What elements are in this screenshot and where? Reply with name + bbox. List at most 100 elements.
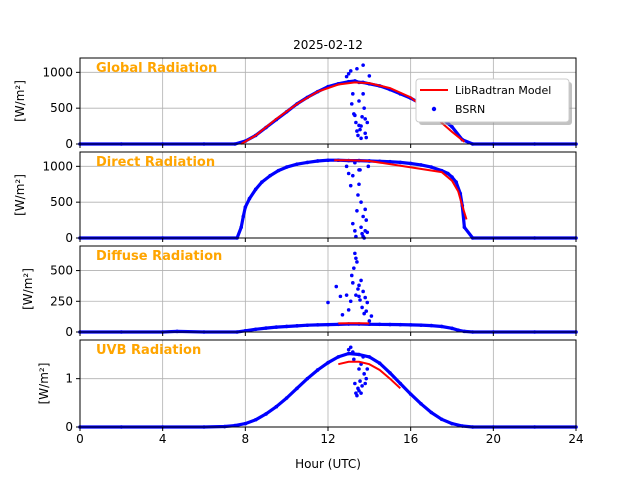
- x-tick-label: 4: [159, 432, 167, 446]
- bsrn-point: [364, 135, 369, 140]
- bsrn-point: [363, 229, 368, 233]
- panel-title: Direct Radiation: [96, 155, 215, 170]
- bsrn-point: [295, 324, 299, 328]
- bsrn-point: [351, 281, 355, 285]
- y-axis-label: [W/m²]: [21, 268, 35, 310]
- bsrn-point: [359, 136, 363, 141]
- bsrn-point: [388, 159, 392, 164]
- bsrn-point: [346, 308, 351, 312]
- bsrn-point: [315, 323, 320, 327]
- bsrn-point: [355, 208, 359, 213]
- bsrn-point: [377, 361, 382, 366]
- bsrn-series: [78, 345, 578, 429]
- bsrn-point: [239, 225, 243, 230]
- bsrn-point: [355, 393, 359, 398]
- bsrn-point: [429, 410, 434, 415]
- bsrn-point: [284, 396, 289, 400]
- bsrn-point: [358, 379, 362, 383]
- bsrn-point: [357, 99, 361, 103]
- bsrn-point: [253, 187, 258, 192]
- bsrn-point: [338, 294, 343, 299]
- bsrn-point: [357, 388, 361, 393]
- bsrn-point: [363, 381, 368, 386]
- bsrn-point: [360, 305, 364, 310]
- bsrn-point: [360, 384, 364, 388]
- bsrn-point: [340, 313, 345, 317]
- bsrn-point: [348, 69, 353, 73]
- bsrn-point: [408, 323, 413, 327]
- bsrn-point: [450, 125, 454, 129]
- bsrn-point: [362, 311, 366, 316]
- model-line: [334, 159, 468, 220]
- y-tick-label: 500: [50, 195, 73, 209]
- bsrn-point: [349, 102, 354, 106]
- bsrn-point: [357, 168, 361, 172]
- bsrn-point: [348, 345, 353, 350]
- bsrn-point: [361, 355, 365, 359]
- bsrn-point: [305, 160, 310, 165]
- y-tick-label: 500: [50, 264, 73, 278]
- bsrn-point: [353, 229, 357, 233]
- model-line: [338, 360, 401, 390]
- bsrn-point: [354, 120, 358, 125]
- bsrn-point: [419, 163, 423, 167]
- bsrn-point: [253, 327, 258, 332]
- bsrn-point: [364, 309, 369, 313]
- bsrn-point: [357, 352, 361, 357]
- panel-2: 0 500 1000 [W/m²] Direct Radiation: [13, 151, 578, 245]
- bsrn-point: [264, 412, 268, 416]
- bsrn-point: [456, 328, 461, 332]
- bsrn-point: [352, 357, 356, 362]
- bsrn-point: [348, 183, 353, 188]
- bsrn-point: [361, 92, 365, 96]
- x-tick-label: 0: [76, 432, 84, 446]
- legend: LibRadtran Model BSRN: [415, 78, 572, 125]
- bsrn-point: [359, 200, 363, 204]
- bsrn-point: [326, 300, 330, 305]
- bsrn-point: [355, 66, 359, 71]
- bsrn-point: [367, 319, 372, 323]
- bsrn-point: [354, 256, 358, 261]
- bsrn-point: [367, 355, 372, 359]
- bsrn-point: [358, 127, 362, 132]
- bsrn-point: [346, 351, 351, 356]
- bsrn-point: [362, 372, 366, 376]
- bsrn-point: [450, 421, 454, 426]
- bsrn-point: [276, 168, 281, 173]
- bsrn-point: [344, 74, 349, 79]
- bsrn-point: [264, 326, 268, 330]
- panel-3: 0 250 500 [W/m²] Diffuse Radiation: [21, 245, 578, 339]
- x-tick-label: 12: [320, 432, 335, 446]
- legend-obs-label: BSRN: [455, 103, 485, 116]
- bsrn-point: [349, 273, 354, 278]
- bsrn-point: [305, 376, 310, 381]
- bsrn-point: [398, 322, 403, 327]
- bsrn-point: [351, 173, 355, 178]
- bsrn-point: [326, 158, 330, 163]
- x-axis-label: Hour (UTC): [295, 457, 361, 471]
- panel-title: Global Radiation: [96, 61, 217, 76]
- bsrn-point: [351, 350, 355, 354]
- bsrn-point: [363, 117, 368, 121]
- bsrn-point: [334, 284, 339, 289]
- bsrn-point: [326, 360, 330, 365]
- bsrn-point: [346, 71, 351, 76]
- bsrn-point: [450, 175, 454, 179]
- legend-box: [415, 78, 570, 123]
- y-axis-label: [W/m²]: [13, 174, 27, 216]
- bsrn-point: [355, 129, 359, 133]
- bsrn-point: [353, 381, 357, 386]
- bsrn-point: [360, 231, 364, 236]
- bsrn-point: [247, 196, 252, 201]
- bsrn-point: [295, 162, 299, 166]
- bsrn-point: [361, 289, 365, 294]
- y-tick-label: 500: [50, 101, 73, 115]
- y-tick-label: 0: [65, 420, 73, 434]
- bsrn-point: [241, 214, 246, 219]
- bsrn-point: [408, 392, 413, 396]
- y-tick-label: 0: [65, 137, 73, 151]
- y-tick-label: 1000: [42, 159, 73, 173]
- x-tick-label: 16: [403, 432, 418, 446]
- bsrn-point: [369, 314, 374, 318]
